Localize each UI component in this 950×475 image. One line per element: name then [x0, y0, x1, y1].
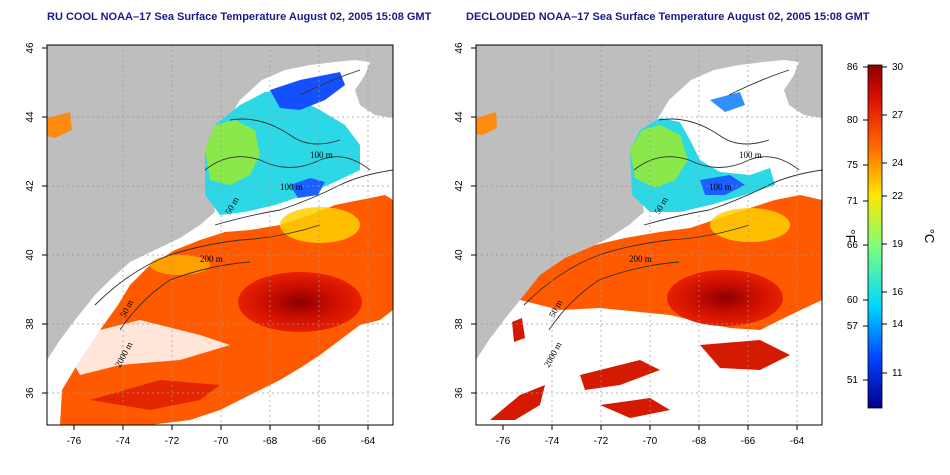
celsius-tick-label: 14: [892, 319, 904, 330]
celsius-tick-label: 16: [892, 287, 904, 298]
fahrenheit-tick-label: 51: [847, 375, 859, 386]
color-scale-bar: [867, 64, 883, 409]
left-yellow-band: [150, 255, 210, 275]
right-x-tick-label: -76: [496, 436, 511, 447]
left-x-tick-label: -68: [263, 436, 278, 447]
celsius-unit-label: °C: [922, 229, 937, 244]
right-x-tick-label: -68: [692, 436, 707, 447]
left-y-tick-label: 42: [25, 180, 36, 192]
right-y-tick-label: 38: [454, 318, 465, 330]
left-isobath-label: 100 m: [310, 150, 333, 160]
right-y-tick-label: 46: [454, 42, 465, 54]
right-blue-spot: [700, 175, 745, 195]
left-west-patch: [47, 112, 72, 138]
celsius-tick-label: 11: [892, 368, 903, 379]
fahrenheit-tick-label: 60: [847, 295, 859, 306]
right-yellow-patch: [710, 208, 790, 242]
left-y-tick-label: 40: [25, 249, 36, 261]
left-hot-core: [238, 272, 362, 332]
right-x-tick-label: -64: [790, 436, 805, 447]
color-scale: 86 80 75 71 66 60 57 51 30 27 24 22 19 1…: [843, 62, 937, 409]
right-x-tick-label: -70: [643, 436, 658, 447]
right-map-title: DECLOUDED NOAA–17 Sea Surface Temperatur…: [466, 11, 870, 23]
right-south-patch: [700, 340, 790, 370]
left-x-tick-label: -66: [312, 436, 327, 447]
color-scale-ticks: [863, 66, 887, 381]
left-blue-spot: [290, 178, 325, 198]
left-axis-ticks: [42, 47, 369, 430]
fahrenheit-tick-label: 75: [847, 160, 859, 171]
right-x-tick-label: -72: [594, 436, 609, 447]
right-y-tick-label: 42: [454, 180, 465, 192]
right-map-frame: [475, 44, 823, 426]
fahrenheit-tick-label: 80: [847, 115, 859, 126]
right-y-tick-label: 36: [454, 387, 465, 399]
left-cloud-streak: [60, 320, 230, 375]
left-isobath-label: 200 m: [200, 254, 223, 264]
right-isobath-label: 100 m: [709, 182, 732, 192]
right-map-panel: 100 m 100 m 50 m 200 m 50 m 2000 m -76 -…: [454, 42, 823, 447]
left-y-tick-label: 36: [25, 387, 36, 399]
right-south-patch: [490, 385, 545, 420]
left-map-frame: [46, 44, 394, 426]
celsius-tick-label: 22: [892, 191, 904, 202]
left-x-tick-label: -74: [116, 436, 131, 447]
left-georges-green: [205, 120, 260, 185]
left-map-panel: 100 m 100 m 50 m 200 m 50 m 2000 m -76 -…: [25, 42, 394, 447]
right-west-patch: [476, 112, 497, 135]
fahrenheit-tick-label: 71: [847, 196, 859, 207]
right-south-patch: [580, 360, 660, 390]
right-isobath-label: 200 m: [629, 254, 652, 264]
left-x-tick-label: -72: [165, 436, 180, 447]
fahrenheit-unit-label: °F: [843, 229, 858, 242]
celsius-tick-label: 30: [892, 62, 904, 73]
right-isobath-lines: [523, 69, 822, 331]
left-x-tick-label: -64: [361, 436, 376, 447]
left-isobath-lines: [94, 69, 393, 331]
left-gridlines: [47, 45, 393, 425]
right-georges-green: [630, 125, 688, 188]
left-warm-water: [60, 195, 393, 425]
left-x-tick-label: -76: [67, 436, 82, 447]
fahrenheit-tick-label: 66: [847, 240, 859, 251]
right-axis-ticks: [471, 47, 798, 430]
right-y-tick-label: 44: [454, 111, 465, 123]
right-x-tick-label: -74: [545, 436, 560, 447]
left-x-tick-label: -70: [214, 436, 229, 447]
left-map-title: RU COOL NOAA–17 Sea Surface Temperature …: [47, 11, 432, 23]
right-x-tick-label: -66: [741, 436, 756, 447]
left-y-tick-label: 38: [25, 318, 36, 330]
celsius-tick-label: 24: [892, 158, 904, 169]
celsius-tick-label: 27: [892, 110, 904, 121]
fahrenheit-tick-label: 57: [847, 321, 859, 332]
right-isobath-label: 100 m: [739, 150, 762, 160]
left-south-warm: [90, 380, 220, 410]
celsius-tick-label: 19: [892, 239, 904, 250]
left-isobath-label: 100 m: [280, 182, 303, 192]
left-y-tick-label: 44: [25, 111, 36, 123]
left-y-tick-label: 46: [25, 42, 36, 54]
right-y-tick-label: 40: [454, 249, 465, 261]
right-gridlines: [476, 45, 822, 425]
fahrenheit-tick-label: 86: [847, 62, 859, 73]
right-south-patch: [600, 398, 670, 418]
right-blue-spot: [710, 92, 745, 112]
right-hot-core: [667, 270, 783, 326]
